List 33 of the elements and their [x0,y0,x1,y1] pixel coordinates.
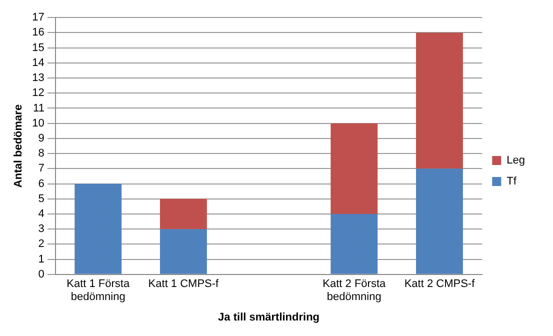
bar [160,229,207,274]
y-tick-label: 9 [38,132,44,144]
x-tick-label: Katt 1 CMPS-f [148,278,220,290]
y-tick-label: 10 [32,117,44,130]
y-tick-label: 11 [33,102,44,114]
y-tick-label: 1 [38,253,44,266]
y-tick-label: 14 [32,56,44,69]
y-tick-label: 2 [38,238,44,250]
legend-label: Tf [506,176,518,188]
x-tick-label: Katt 1 Första bedömning [66,278,130,304]
bar [74,184,122,274]
y-tick-label: 16 [32,26,44,39]
y-tick-label: 3 [38,223,44,236]
x-tick-label: Katt 2 CMPS-f [404,278,476,290]
bar [416,168,463,274]
y-tick-label: 7 [38,162,44,175]
y-tick-label: 12 [32,87,44,100]
y-tick-label: 17 [32,12,44,24]
y-axis-title: Antal bedömare [12,104,25,188]
y-tick-label: 5 [38,192,44,205]
x-axis-title: Ja till smärtlindring [218,311,320,324]
y-tick-label: 6 [38,178,44,190]
legend-label: Leg [506,154,526,167]
x-tick-label: Katt 2 Första bedömning [322,278,386,304]
y-tick-label: 8 [38,148,44,160]
bar [330,123,378,214]
y-tick-label: 15 [32,42,44,54]
bar [330,214,378,274]
bar [160,198,207,230]
y-tick-label: 4 [38,208,44,220]
y-tick-label: 0 [38,268,44,280]
y-tick-label: 13 [32,72,44,84]
bar [416,32,463,169]
